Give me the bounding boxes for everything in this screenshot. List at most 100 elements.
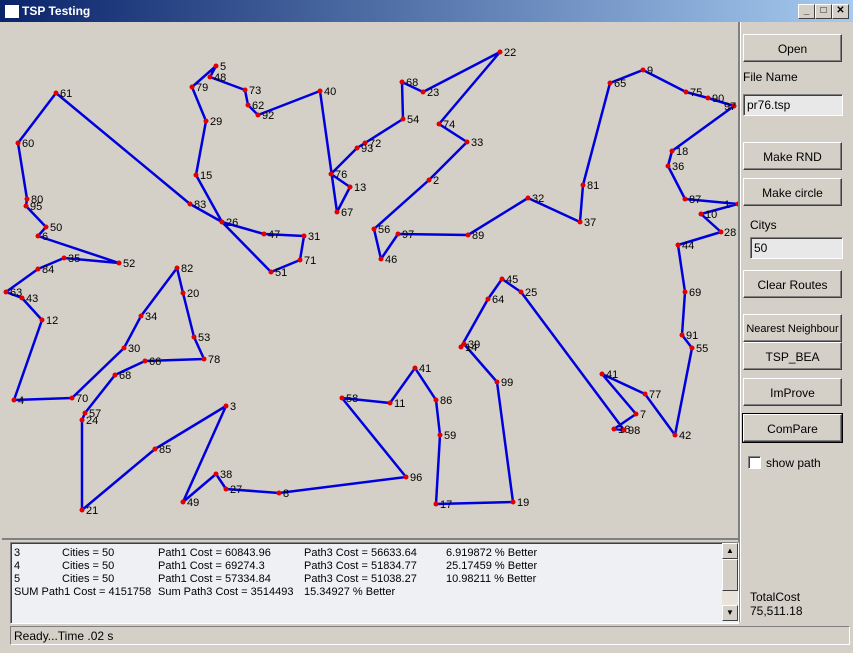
city-point bbox=[203, 118, 209, 124]
city-point bbox=[328, 171, 334, 177]
city-point bbox=[640, 67, 646, 73]
city-label: 46 bbox=[385, 254, 397, 266]
city-label: 66 bbox=[149, 356, 161, 368]
scroll-thumb[interactable] bbox=[722, 559, 738, 591]
divider bbox=[2, 538, 738, 540]
city-label: 76 bbox=[335, 169, 347, 181]
city-label: 70 bbox=[76, 393, 88, 405]
city-label: 77 bbox=[649, 389, 661, 401]
city-point bbox=[371, 226, 377, 232]
city-label: 69 bbox=[689, 287, 701, 299]
city-label: 87 bbox=[689, 194, 701, 206]
citys-label: Citys bbox=[750, 218, 777, 232]
city-point bbox=[510, 499, 516, 505]
city-label: 36 bbox=[672, 161, 684, 173]
open-button[interactable]: Open bbox=[743, 34, 842, 62]
city-point bbox=[245, 102, 251, 108]
city-point bbox=[403, 474, 409, 480]
city-label: 3 bbox=[230, 401, 236, 413]
city-point bbox=[465, 232, 471, 238]
city-point bbox=[436, 121, 442, 127]
city-label: 79 bbox=[196, 82, 208, 94]
city-label: 41 bbox=[419, 363, 431, 375]
city-label: 58 bbox=[346, 393, 358, 405]
tsp-canvas[interactable]: 22 48 5 79 73 62 92 40 29 15 68 23 54 74 33 2 72 93 76 13 67… bbox=[2, 22, 741, 538]
city-label: 96 bbox=[410, 472, 422, 484]
city-point bbox=[437, 432, 443, 438]
improve-button[interactable]: ImProve bbox=[743, 378, 842, 406]
city-point bbox=[378, 256, 384, 262]
city-label: 37 bbox=[584, 217, 596, 229]
city-point bbox=[174, 265, 180, 271]
city-point bbox=[219, 219, 225, 225]
city-label: 47 bbox=[268, 229, 280, 241]
scroll-down-icon[interactable]: ▼ bbox=[722, 605, 738, 621]
city-label: 86 bbox=[440, 395, 452, 407]
city-label: 68 bbox=[119, 370, 131, 382]
nearest-neighbour-button[interactable]: Nearest Neighbour bbox=[743, 314, 842, 342]
city-label: 26 bbox=[226, 217, 238, 229]
city-point bbox=[82, 410, 88, 416]
city-label: 59 bbox=[444, 430, 456, 442]
show-path-checkbox[interactable] bbox=[748, 456, 761, 469]
make-circle-button[interactable]: Make circle bbox=[743, 178, 842, 206]
city-label: 40 bbox=[324, 86, 336, 98]
city-label: 23 bbox=[427, 87, 439, 99]
city-label: 73 bbox=[249, 85, 261, 97]
city-point bbox=[213, 63, 219, 69]
city-label: 2 bbox=[433, 175, 439, 187]
file-name-field[interactable]: pr76.tsp bbox=[743, 94, 843, 116]
city-point bbox=[731, 103, 737, 109]
city-label: 62 bbox=[252, 100, 264, 112]
city-point bbox=[180, 290, 186, 296]
city-label: 4 bbox=[18, 395, 24, 407]
city-point bbox=[301, 233, 307, 239]
city-point bbox=[24, 196, 30, 202]
city-point bbox=[698, 211, 704, 217]
city-label: 48 bbox=[214, 72, 226, 84]
clear-routes-button[interactable]: Clear Routes bbox=[743, 270, 842, 298]
city-point bbox=[395, 231, 401, 237]
city-point bbox=[347, 184, 353, 190]
city-label: 95 bbox=[30, 201, 42, 213]
city-label: 30 bbox=[128, 343, 140, 355]
city-label: 28 bbox=[724, 227, 736, 239]
city-label: 43 bbox=[26, 293, 38, 305]
minimize-button[interactable]: _ bbox=[798, 4, 815, 19]
make-rnd-button[interactable]: Make RND bbox=[743, 142, 842, 170]
city-point bbox=[420, 89, 426, 95]
city-label: 67 bbox=[341, 207, 353, 219]
city-label: 92 bbox=[262, 110, 274, 122]
city-point bbox=[679, 332, 685, 338]
scroll-up-icon[interactable]: ▲ bbox=[722, 543, 738, 559]
city-label: 9 bbox=[647, 65, 653, 77]
city-point bbox=[39, 317, 45, 323]
city-point bbox=[705, 95, 711, 101]
city-point bbox=[718, 229, 724, 235]
city-label: 17 bbox=[440, 499, 452, 511]
results-log[interactable]: 3 Cities = 50 Path1 Cost = 60843.96 Path3 C… bbox=[10, 542, 739, 624]
window-title: TSP Testing bbox=[22, 4, 91, 18]
city-point bbox=[255, 112, 261, 118]
maximize-button[interactable]: □ bbox=[815, 4, 832, 19]
city-label: 55 bbox=[696, 343, 708, 355]
city-label: 61 bbox=[60, 88, 72, 100]
city-label: 29 bbox=[210, 116, 222, 128]
city-point bbox=[499, 276, 505, 282]
city-label: 15 bbox=[200, 170, 212, 182]
city-point bbox=[61, 255, 67, 261]
city-point bbox=[317, 88, 323, 94]
city-label: 25 bbox=[525, 287, 537, 299]
close-button[interactable]: ✕ bbox=[832, 4, 849, 19]
city-label: 84 bbox=[42, 264, 54, 276]
city-label: 33 bbox=[471, 137, 483, 149]
title-bar: TSP Testing _ □ ✕ bbox=[0, 0, 853, 22]
city-point bbox=[665, 163, 671, 169]
city-label: 32 bbox=[532, 193, 544, 205]
log-scrollbar[interactable]: ▲ ▼ bbox=[722, 543, 738, 621]
city-label: 19 bbox=[517, 497, 529, 509]
tsp-bea-button[interactable]: TSP_BEA bbox=[743, 342, 842, 370]
citys-field[interactable]: 50 bbox=[750, 237, 843, 259]
compare-button[interactable]: ComPare bbox=[742, 413, 843, 443]
city-point bbox=[675, 242, 681, 248]
